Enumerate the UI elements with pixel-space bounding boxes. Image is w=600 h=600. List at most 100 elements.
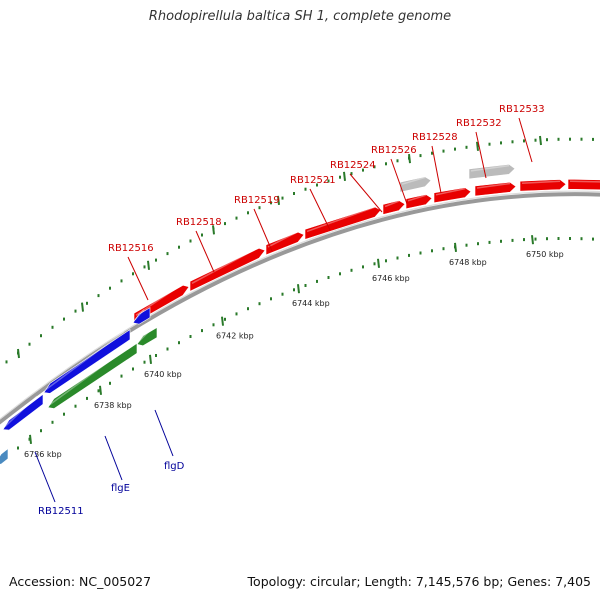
tick-dot [235,216,238,220]
accession-value: NC_005027 [79,574,152,589]
gene-highlight [407,194,427,202]
tick-dot [442,149,445,153]
gene-label-forward[interactable]: RB12533 [499,104,545,115]
major-tick [147,260,150,270]
major-tick [454,242,457,253]
major-tick [539,135,542,146]
genes-prefix: Genes: [507,574,552,589]
tick-dot [178,245,180,249]
reverse-gene-arrow [47,342,138,409]
gene-highlight [306,206,376,233]
tick-dot [339,272,341,276]
reverse-gene-arrow [0,448,9,465]
tick-dot [270,297,272,301]
tick-dot [419,154,422,158]
tick-dot [40,429,42,433]
tick-dot [546,138,548,142]
gene-highlight [135,283,184,316]
tick-dot [534,237,537,241]
tick-dot [500,141,502,145]
gene-label-reverse[interactable]: flgD [164,461,185,472]
tick-dot [523,238,525,242]
gene-highlight [470,164,510,172]
tick-dot [523,139,525,143]
tick-dot [17,446,19,450]
label-leader-line [127,256,149,301]
tick-dot [86,396,88,400]
tick-dot [270,201,272,205]
label-leader-line [475,131,487,179]
gene-label-forward[interactable]: RB12519 [234,195,280,206]
tick-dot [546,237,548,241]
gene-label-forward[interactable]: RB12524 [330,160,376,171]
tick-dot [201,233,203,237]
ruler-label: 6736 kbp [24,450,62,459]
tick-dot [454,147,456,151]
gene-highlight [45,330,125,391]
tick-dot [235,312,238,316]
gene-label-forward[interactable]: RB12521 [290,175,336,186]
tick-dot [97,294,100,298]
tick-dot [304,187,307,191]
tick-dot [316,183,318,187]
label-leader-line [518,117,533,163]
tick-dot [500,239,502,243]
major-tick [377,258,380,268]
tick-dot [5,360,8,364]
outer-tick-track [5,135,594,364]
tick-dot [431,151,433,155]
tick-dot [120,374,123,378]
label-leader-line [195,230,215,273]
tick-dot [396,159,399,163]
tick-dot [592,237,594,241]
gene-label-forward[interactable]: RB12528 [412,132,458,143]
tick-dot [189,335,192,338]
label-leader-line [154,409,174,457]
gene-highlight [569,180,600,183]
forward-gene-arrow [519,179,567,192]
tick-dot [534,138,537,142]
tick-dot [569,137,571,141]
accession-info: Accession: NC_005027 [9,574,151,589]
tick-dot [569,237,571,240]
tick-dot [373,262,376,266]
label-leader-line [104,435,123,481]
tick-dot [465,145,468,149]
tick-dot [258,206,261,210]
major-tick [408,153,411,164]
tick-dot [431,249,433,253]
tick-dot [132,367,134,371]
gene-label-forward[interactable]: RB12532 [456,118,502,129]
gene-highlight [267,231,299,248]
tick-dot [178,341,180,345]
major-tick [17,348,20,359]
ruler-label: 6744 kbp [292,299,330,308]
tick-dot [327,179,330,183]
tick-dot [166,347,169,351]
gene-features [0,163,600,465]
tick-dot [247,307,249,311]
label-leader-line [431,145,442,194]
reverse-gene-arrow [132,307,151,325]
tick-dot [396,256,399,260]
tick-dot [350,268,353,272]
ruler-label: 6746 kbp [372,274,410,283]
major-tick [149,354,152,365]
tick-dot [97,389,100,393]
gene-label-reverse[interactable]: flgE [111,483,130,494]
tick-dot [580,237,583,241]
gene-label-forward[interactable]: RB12526 [371,145,417,156]
tick-dot [385,259,387,263]
tick-dot [580,137,583,141]
tick-dot [258,302,261,306]
gene-label-forward[interactable]: RB12518 [176,217,222,228]
ruler-label: 6742 kbp [216,332,254,341]
map-title: Rhodopirellula baltica SH 1, complete ge… [148,9,452,24]
tick-dot [120,279,123,283]
tick-dot [477,242,479,246]
gene-label-forward[interactable]: RB12516 [108,243,154,254]
tick-dot [419,251,422,255]
gene-label-reverse[interactable]: RB12511 [38,506,84,517]
tick-dot [350,172,353,176]
